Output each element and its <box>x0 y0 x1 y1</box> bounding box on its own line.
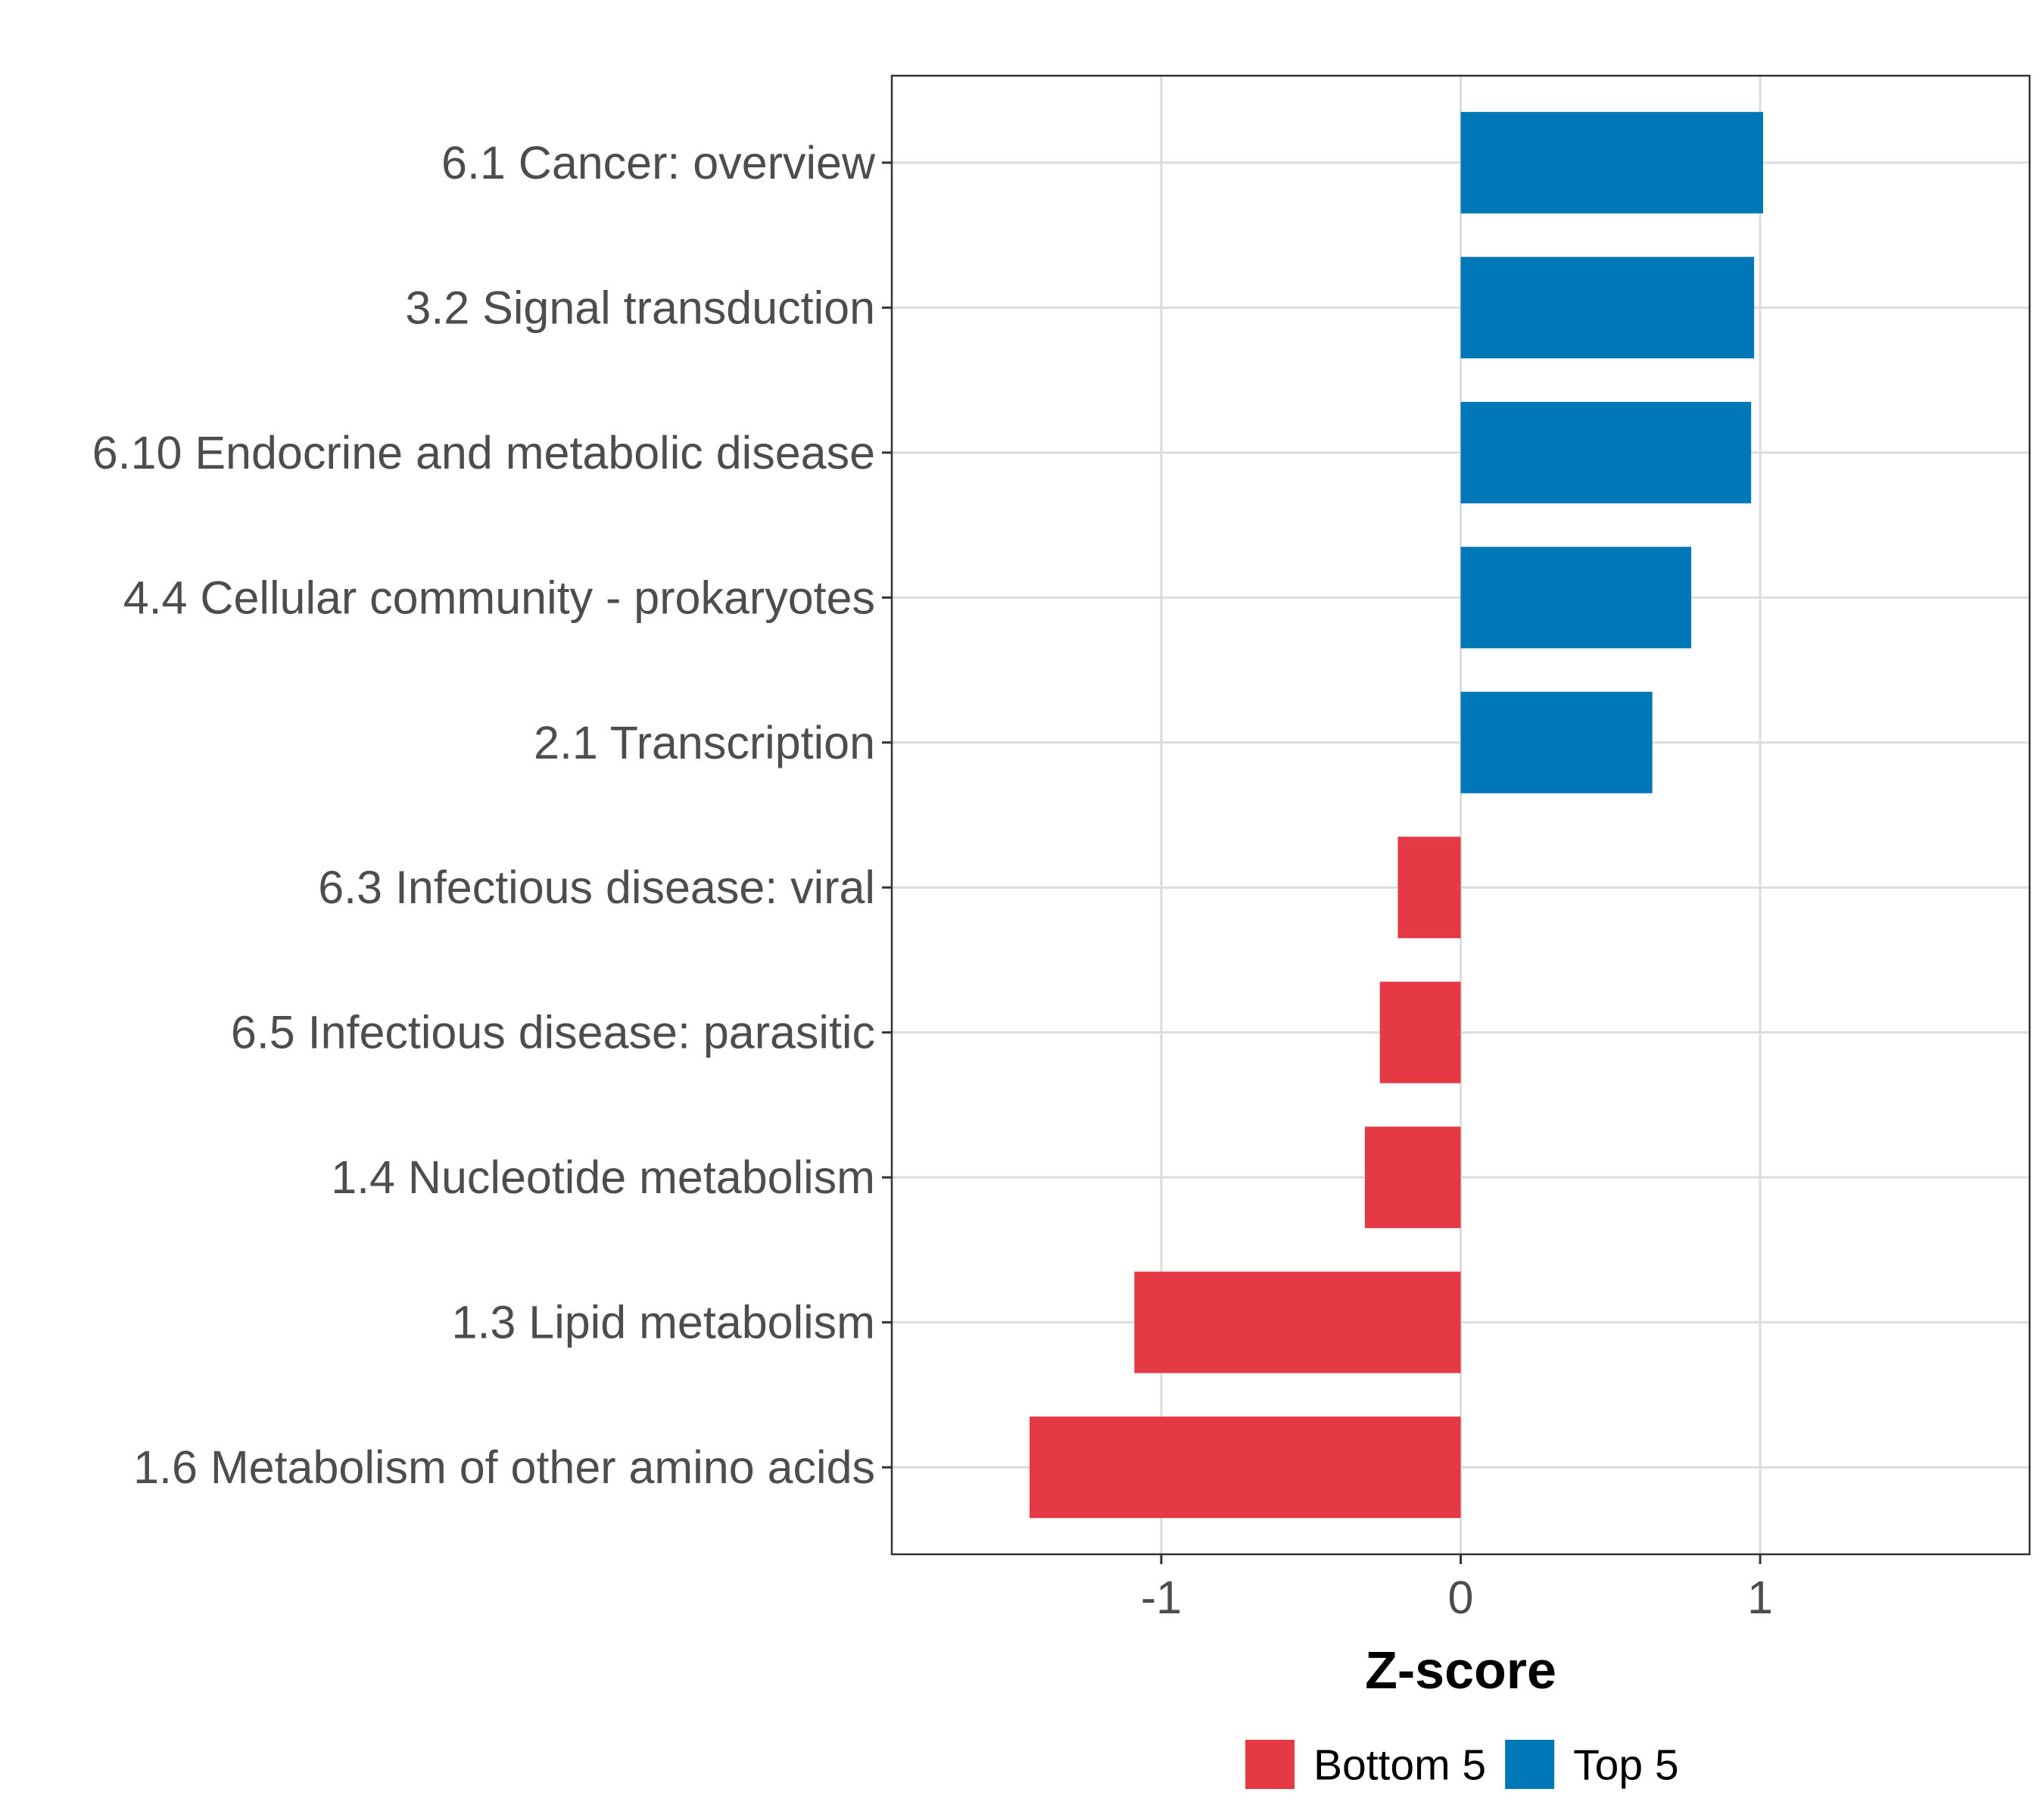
bar <box>1460 257 1755 359</box>
legend: Bottom 5 Top 5 <box>1245 1740 1679 1790</box>
x-tick-label: 0 <box>1448 1572 1474 1623</box>
y-tick-label: 3.2 Signal transduction <box>405 282 875 333</box>
bar <box>1364 1127 1461 1229</box>
bar <box>1460 691 1653 793</box>
y-tick-label: 2.1 Transcription <box>534 717 875 768</box>
y-axis: 6.1 Cancer: overview 3.2 Signal transduct… <box>92 137 892 1493</box>
y-tick-label: 6.1 Cancer: overview <box>441 137 876 189</box>
legend-key <box>1505 1740 1555 1789</box>
legend-label: Top 5 <box>1573 1741 1678 1790</box>
bar <box>1029 1417 1461 1519</box>
x-tick-label: -1 <box>1141 1572 1182 1623</box>
x-axis: -1 0 1 <box>1141 1554 1773 1623</box>
x-tick-label: 1 <box>1747 1572 1773 1623</box>
legend-key <box>1245 1740 1295 1789</box>
bar <box>1460 547 1692 649</box>
bars <box>1029 111 1763 1519</box>
y-tick-label: 1.4 Nucleotide metabolism <box>331 1152 875 1203</box>
y-tick-label: 6.5 Infectious disease: parasitic <box>231 1007 875 1058</box>
x-axis-title: Z-score <box>1365 1641 1556 1700</box>
y-tick-label: 1.3 Lipid metabolism <box>452 1297 875 1348</box>
bar <box>1379 981 1461 1083</box>
y-tick-label: 6.3 Infectious disease: viral <box>318 862 875 913</box>
y-tick-label: 4.4 Cellular community - prokaryotes <box>123 572 875 623</box>
legend-label: Bottom 5 <box>1313 1741 1486 1790</box>
y-tick-label: 6.10 Endocrine and metabolic disease <box>92 427 875 478</box>
bar <box>1460 401 1752 503</box>
bar <box>1397 837 1461 939</box>
y-tick-label: 1.6 Metabolism of other amino acids <box>133 1441 875 1493</box>
bar <box>1134 1271 1461 1373</box>
bar <box>1460 111 1763 213</box>
